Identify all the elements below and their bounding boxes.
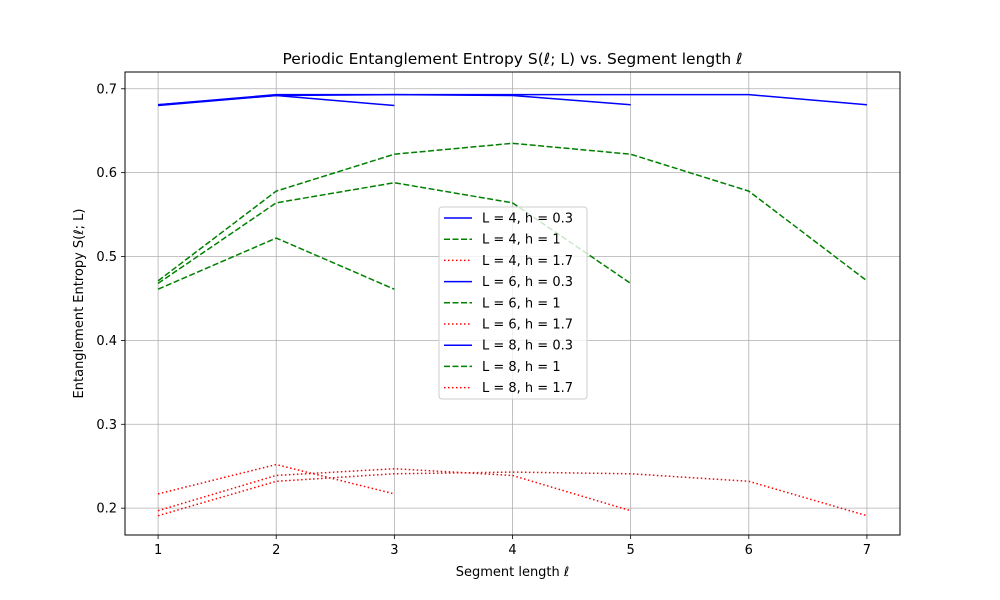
y-tick-label: 0.4: [96, 334, 117, 349]
x-tick-label: 5: [626, 543, 634, 558]
y-axis-label: Entanglement Entropy S(ℓ; L): [72, 209, 87, 399]
legend-entry: L = 8, h = 0.3: [482, 339, 573, 354]
series-line: [157, 463, 395, 495]
legend-box: [438, 206, 588, 400]
y-tick-label: 0.7: [96, 82, 117, 97]
series-line: [158, 93, 867, 106]
legend-entry: L = 4, h = 0.3: [482, 212, 573, 227]
y-tick-label: 0.6: [96, 166, 117, 181]
legend-entry: L = 4, h = 1.7: [482, 254, 573, 269]
x-tick-label: 3: [390, 543, 398, 558]
chart-title: Periodic Entanglement Entropy S(ℓ; L) vs…: [283, 50, 743, 68]
legend-entry: L = 6, h = 1: [482, 296, 561, 311]
legend-entry: L = 8, h = 1: [482, 360, 561, 375]
axis-ticks: 1 2 3 4 5 6 7 0.2 0.3 0.4 0.5 0.6 0.7: [96, 82, 871, 558]
x-axis-label: Segment length ℓ: [456, 565, 570, 580]
x-tick-label: 7: [863, 543, 871, 558]
legend-entry: L = 6, h = 1.7: [482, 318, 573, 333]
x-tick-label: 2: [272, 543, 280, 558]
series-line: [157, 237, 395, 290]
series-line: [157, 142, 868, 282]
legend-entry: L = 8, h = 1.7: [482, 381, 573, 396]
y-tick-label: 0.2: [96, 502, 117, 517]
series-lines: [157, 93, 868, 517]
y-tick-label: 0.3: [96, 418, 117, 433]
legend-entry: L = 4, h = 1: [482, 233, 561, 248]
legend-entry: L = 6, h = 0.3: [482, 275, 573, 290]
x-tick-label: 4: [508, 543, 516, 558]
series-line: [157, 467, 631, 512]
series-line: [157, 471, 868, 517]
y-tick-label: 0.5: [96, 250, 117, 265]
x-tick-label: 6: [745, 543, 753, 558]
legend: L = 4, h = 0.3 L = 4, h = 1 L = 4, h = 1.7…: [438, 206, 588, 400]
x-tick-label: 1: [154, 543, 162, 558]
